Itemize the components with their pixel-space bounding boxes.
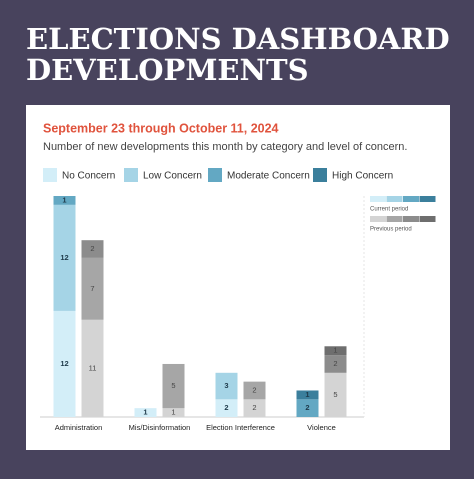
- value-label: 11: [89, 363, 97, 372]
- value-label: 1: [305, 390, 309, 399]
- period-swatch: [386, 196, 403, 202]
- legend-swatch: [124, 168, 138, 182]
- bar-segment: [162, 363, 185, 409]
- value-label: 2: [224, 403, 228, 412]
- value-label: 3: [224, 381, 228, 390]
- bar-segment: [324, 372, 347, 417]
- period-swatch: [403, 196, 419, 202]
- value-label: 1: [333, 346, 337, 355]
- period-swatch: [370, 216, 386, 222]
- subtitle: September 23 through October 11, 2024: [43, 121, 279, 135]
- legend-swatch: [208, 168, 222, 182]
- bar-segment: [81, 319, 104, 417]
- bar-segment: [324, 355, 347, 373]
- period-label: Previous period: [370, 227, 412, 233]
- value-label: 1: [62, 195, 66, 204]
- value-label: 5: [333, 390, 337, 399]
- period-swatch: [370, 196, 386, 202]
- value-label: 7: [90, 284, 94, 293]
- bar-segment: [296, 399, 319, 417]
- bar-segment: [162, 408, 185, 417]
- value-label: 2: [333, 359, 337, 368]
- legend-label: Moderate Concern: [227, 171, 310, 182]
- bar-segment: [53, 196, 76, 205]
- category-label: Mis/Disinformation: [129, 423, 191, 432]
- period-swatch: [403, 216, 419, 222]
- bar-segment: [134, 408, 157, 417]
- value-label: 2: [305, 403, 309, 412]
- value-label: 12: [60, 253, 68, 262]
- value-label: 2: [252, 385, 256, 394]
- description: Number of new developments this month by…: [43, 141, 407, 153]
- bar-segment: [53, 310, 76, 417]
- bar-segment: [243, 381, 266, 400]
- period-swatch: [386, 216, 403, 222]
- legend-label: High Concern: [332, 171, 393, 182]
- bar-segment: [324, 346, 347, 356]
- category-label: Election Interference: [206, 423, 275, 432]
- bar-segment: [296, 390, 319, 400]
- bar-segment: [215, 372, 238, 400]
- bar-segment: [53, 204, 76, 311]
- bar-segment: [215, 399, 238, 417]
- legend-label: Low Concern: [143, 171, 202, 182]
- legend-swatch: [43, 168, 57, 182]
- bar-segment: [243, 399, 266, 417]
- value-label: 1: [143, 408, 147, 417]
- title-line: DEVELOPMENTS: [26, 53, 309, 87]
- value-label: 1: [171, 408, 175, 417]
- period-swatch: [419, 196, 436, 202]
- legend-swatch: [313, 168, 327, 182]
- legend-label: No Concern: [62, 171, 115, 182]
- category-label: Administration: [55, 423, 103, 432]
- period-swatch: [419, 216, 436, 222]
- bar-segment: [81, 257, 104, 320]
- period-label: Current period: [370, 207, 408, 213]
- value-label: 12: [60, 359, 68, 368]
- value-label: 2: [252, 403, 256, 412]
- category-label: Violence: [307, 423, 336, 432]
- value-label: 5: [171, 381, 175, 390]
- bar-segment: [81, 240, 104, 258]
- value-label: 2: [90, 244, 94, 253]
- title-line: ELECTIONS DASHBOARD: [26, 22, 450, 56]
